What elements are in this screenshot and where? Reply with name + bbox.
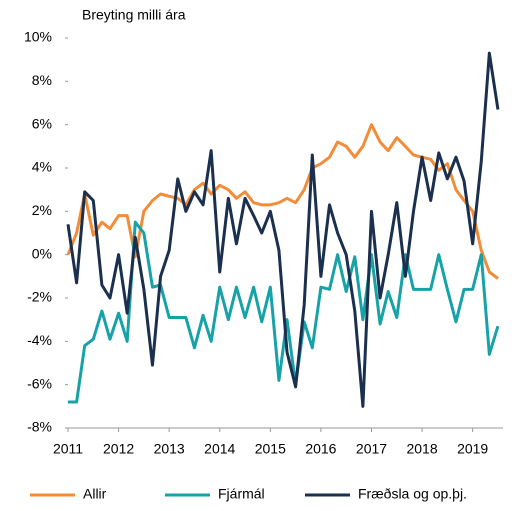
y-tick-label: -4%	[27, 332, 52, 348]
x-tick-label: 2015	[255, 441, 286, 457]
x-tick-label: 2012	[103, 441, 134, 457]
y-tick-label: 4%	[32, 159, 52, 175]
x-tick-label: 2013	[154, 441, 185, 457]
y-tick-label: 8%	[32, 72, 52, 88]
y-tick-label: -8%	[27, 419, 52, 435]
y-axis-label: Breyting milli ára	[82, 7, 186, 23]
legend-label: Fjármál	[218, 486, 265, 502]
x-tick-label: 2018	[406, 441, 437, 457]
x-tick-label: 2014	[204, 441, 235, 457]
y-tick-label: -2%	[27, 289, 52, 305]
x-tick-label: 2017	[356, 441, 387, 457]
x-tick-label: 2011	[53, 441, 83, 457]
y-tick-label: 2%	[32, 202, 52, 218]
series-line	[66, 123, 499, 280]
x-tick-label: 2016	[305, 441, 336, 457]
legend-label: Allir	[83, 486, 107, 502]
series-line	[68, 220, 500, 404]
y-tick-label: -6%	[27, 375, 52, 391]
y-tick-label: 10%	[24, 29, 52, 45]
y-tick-label: 6%	[32, 115, 52, 131]
series-line	[66, 51, 500, 408]
legend-label: Fræðsla og op.þj.	[358, 486, 467, 502]
x-tick-label: 2019	[457, 441, 488, 457]
y-tick-label: 0%	[32, 245, 52, 261]
